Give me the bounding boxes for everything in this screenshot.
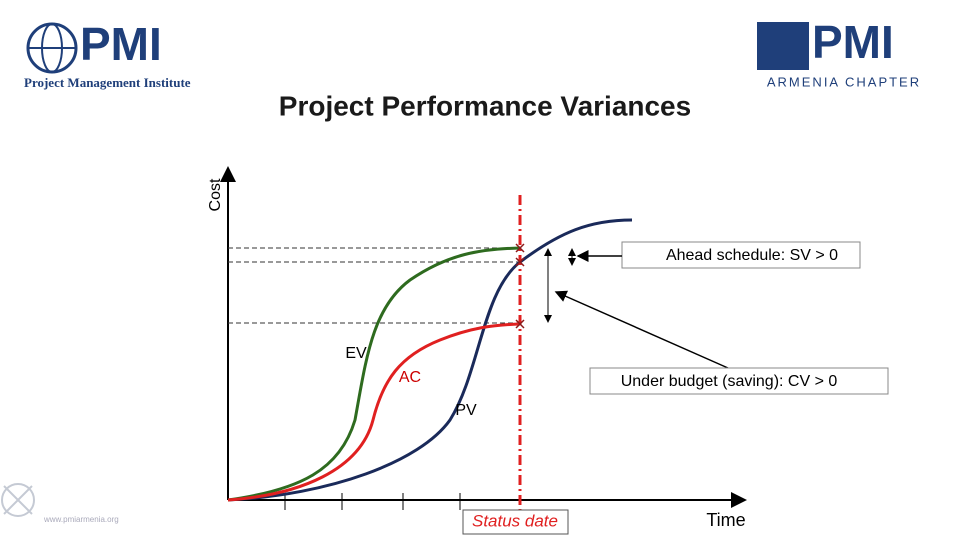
title: Project Performance Variances xyxy=(279,90,691,121)
ac-curve xyxy=(227,322,521,502)
status-box xyxy=(462,509,569,535)
ev-label: EV xyxy=(345,345,367,362)
callout-text: Ahead schedule: SV > 0 xyxy=(666,247,838,264)
logo-mark: PMI xyxy=(812,16,894,68)
callout-text: Under budget (saving): CV > 0 xyxy=(621,373,838,390)
y-axis-label: Cost xyxy=(207,178,224,211)
pv-curve xyxy=(227,218,633,502)
footer-ornament xyxy=(1,483,35,517)
pv-label: PV xyxy=(455,402,477,419)
x-axis-label: Time xyxy=(706,510,745,530)
x-ticks xyxy=(284,493,461,510)
ac-label: AC xyxy=(399,369,421,386)
callout-box xyxy=(621,241,861,269)
footer-url: www.pmiarmenia.org xyxy=(43,515,119,524)
x-markers xyxy=(515,243,525,329)
left-logo: PMI Project Management Institute xyxy=(24,18,191,90)
right-logo: PMI ARMENIA CHAPTER xyxy=(757,16,921,89)
logo-chapter: ARMENIA CHAPTER xyxy=(767,74,921,89)
guide-lines xyxy=(228,247,520,324)
ev-curve xyxy=(227,246,521,502)
logo-name: Project Management Institute xyxy=(24,75,191,90)
callout-box xyxy=(589,367,889,395)
logo-mark: PMI xyxy=(80,18,162,70)
status-label: Status date xyxy=(472,511,558,530)
callout-arrow xyxy=(554,290,729,369)
